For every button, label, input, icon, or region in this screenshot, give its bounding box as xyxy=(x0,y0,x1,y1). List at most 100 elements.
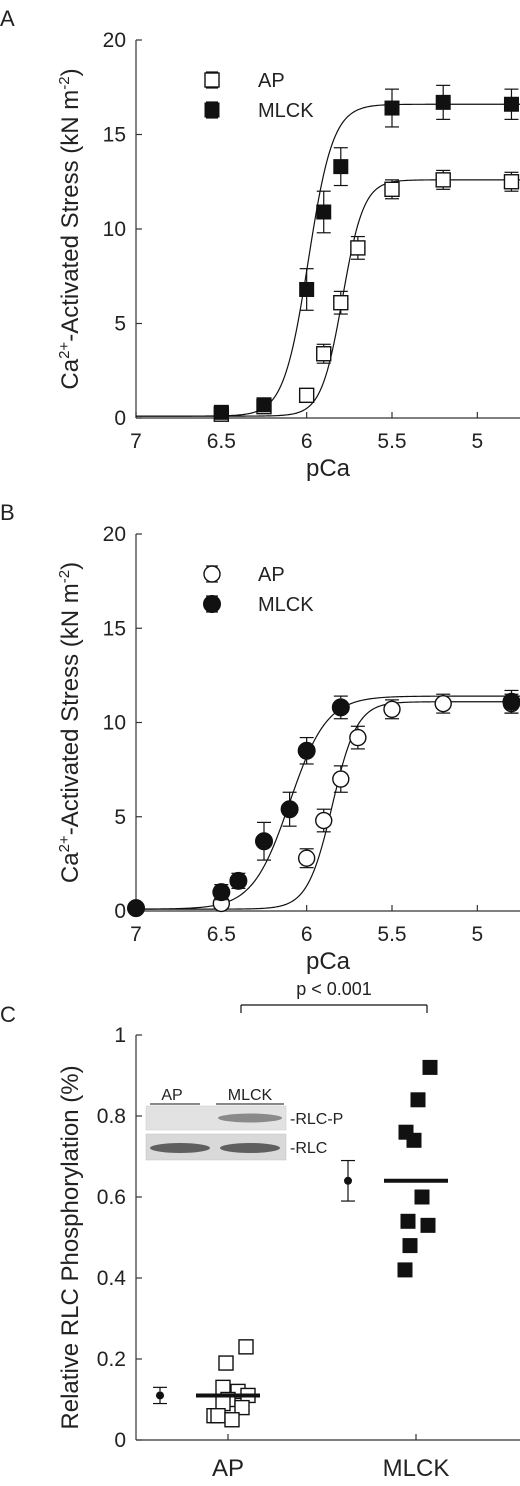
panel-letter: B xyxy=(0,500,15,525)
p-value-annotation: p < 0.001 xyxy=(296,979,372,999)
blot-lane-label-mlck: MLCK xyxy=(228,1087,273,1104)
data-point xyxy=(297,741,316,760)
data-point xyxy=(402,1238,418,1254)
y-tick-label: 0 xyxy=(114,1429,126,1452)
data-point xyxy=(435,172,451,188)
data-point xyxy=(420,1217,436,1233)
blot-lane-label-ap: AP xyxy=(161,1087,182,1104)
x-tick-label: 5.5 xyxy=(377,923,406,946)
data-point xyxy=(410,1092,426,1108)
data-point xyxy=(422,1059,438,1075)
y-axis-title-pre: Ca xyxy=(57,852,84,883)
x-tick-label: 6.5 xyxy=(207,430,236,453)
data-point xyxy=(255,832,273,851)
data-point xyxy=(234,1399,250,1416)
blot-band-rlc-p-mlck xyxy=(218,1113,282,1123)
data-point xyxy=(315,811,333,830)
panel-c: C 0 0.2 0.4 0.6 0.8 1 AP MLCK Relative RLC Phosph… xyxy=(0,979,520,1482)
series-mlck xyxy=(213,84,519,420)
legend-label-mlck: MLCK xyxy=(258,594,314,616)
data-point xyxy=(229,871,248,890)
y-axis-title-post: ) xyxy=(57,68,84,76)
data-point xyxy=(332,770,350,788)
data-point xyxy=(350,240,366,256)
y-tick-label: 1 xyxy=(114,1024,126,1047)
y-axis-title-mid: -Activated Stress (kN m xyxy=(57,583,84,835)
y-axis-title-sup: 2+ xyxy=(56,835,73,852)
y-tick-label: 5 xyxy=(114,806,126,829)
y-tick-label: 0.4 xyxy=(97,1267,127,1290)
legend-label-ap: AP xyxy=(258,70,285,92)
y-tick-label: 0.8 xyxy=(97,1105,126,1128)
data-point xyxy=(213,404,229,420)
y-tick-label: 15 xyxy=(103,124,126,147)
legend-label-mlck: MLCK xyxy=(258,100,314,122)
blot-band-rlc-mlck xyxy=(220,1143,280,1153)
blot-band-label-rlc: -RLC xyxy=(290,1140,327,1157)
data-point xyxy=(435,94,451,110)
data-point xyxy=(316,346,332,362)
panel-b: B 0 5 10 15 20 7 6.5 6 5.5 5 pCa Ca2+-Activated Stre… xyxy=(0,500,520,975)
panel-a: A 0 5 10 15 20 7 6.5 6 5.5 5 pCa Ca2+-Activated Stre… xyxy=(0,6,520,482)
y-tick-label: 20 xyxy=(103,523,126,546)
mean-point xyxy=(344,1176,352,1185)
y-tick-label: 0 xyxy=(114,407,126,430)
blot-band-label-rlc-p: -RLC-P xyxy=(290,1111,343,1128)
y-tick-label: 10 xyxy=(103,218,126,241)
x-tick-label: 5.5 xyxy=(377,430,406,453)
data-point xyxy=(333,295,349,311)
y-tick-label: 0.6 xyxy=(97,1186,126,1209)
y-axis-title-sup: 2+ xyxy=(56,342,73,359)
data-point xyxy=(331,698,350,717)
y-axis-title-pre: Ca xyxy=(57,358,84,389)
x-category-label-ap: AP xyxy=(212,1455,244,1482)
series-ap xyxy=(127,693,520,917)
x-axis-title: pCa xyxy=(306,455,351,482)
x-tick-label: 7 xyxy=(130,923,142,946)
data-point xyxy=(384,100,400,116)
data-point xyxy=(383,700,401,719)
y-tick-label: 20 xyxy=(103,29,126,52)
data-point xyxy=(218,1355,234,1371)
data-point xyxy=(316,204,332,220)
x-tick-label: 5 xyxy=(471,923,483,946)
x-tick-label: 5 xyxy=(471,430,483,453)
inset-blot: AP MLCK -RLC-P -RLC xyxy=(145,1087,343,1161)
data-point xyxy=(400,1213,416,1229)
data-point xyxy=(280,800,299,819)
x-tick-label: 6 xyxy=(301,430,313,453)
legend-marker-mlck xyxy=(204,102,220,118)
legend-marker-mlck xyxy=(203,595,221,613)
y-tick-label: 10 xyxy=(103,712,126,735)
data-point xyxy=(210,1407,226,1424)
y-axis-title-sup2: -2 xyxy=(56,570,73,583)
data-point xyxy=(349,728,367,747)
data-point xyxy=(297,849,316,867)
panel-letter: C xyxy=(0,1002,16,1027)
series-mlck xyxy=(127,689,520,918)
fit-curve-mlck xyxy=(136,103,520,417)
data-point xyxy=(503,174,520,190)
x-axis-title: pCa xyxy=(306,948,351,975)
y-axis-title-mid: -Activated Stress (kN m xyxy=(57,90,84,342)
data-point xyxy=(333,159,349,175)
mean-point xyxy=(156,1391,164,1400)
panel-letter: A xyxy=(0,6,15,31)
x-tick-label: 6.5 xyxy=(207,923,236,946)
y-axis-title: Ca2+-Activated Stress (kN m-2) xyxy=(56,562,84,883)
fit-curve-ap xyxy=(136,701,520,910)
y-axis-title-post: ) xyxy=(57,562,84,570)
series-ap xyxy=(153,1339,260,1428)
data-point xyxy=(414,1189,430,1205)
data-point xyxy=(256,397,272,413)
data-point xyxy=(434,694,452,713)
x-category-label-mlck: MLCK xyxy=(383,1455,450,1482)
data-point xyxy=(502,692,520,711)
data-point xyxy=(397,1262,413,1278)
y-axis-title: Ca2+-Activated Stress (kN m-2) xyxy=(56,68,84,389)
fit-curve-mlck xyxy=(136,695,520,910)
data-point xyxy=(238,1339,254,1355)
blot-band-rlc-ap xyxy=(150,1143,210,1153)
y-axis-title: Relative RLC Phosphorylation (%) xyxy=(57,1065,84,1429)
